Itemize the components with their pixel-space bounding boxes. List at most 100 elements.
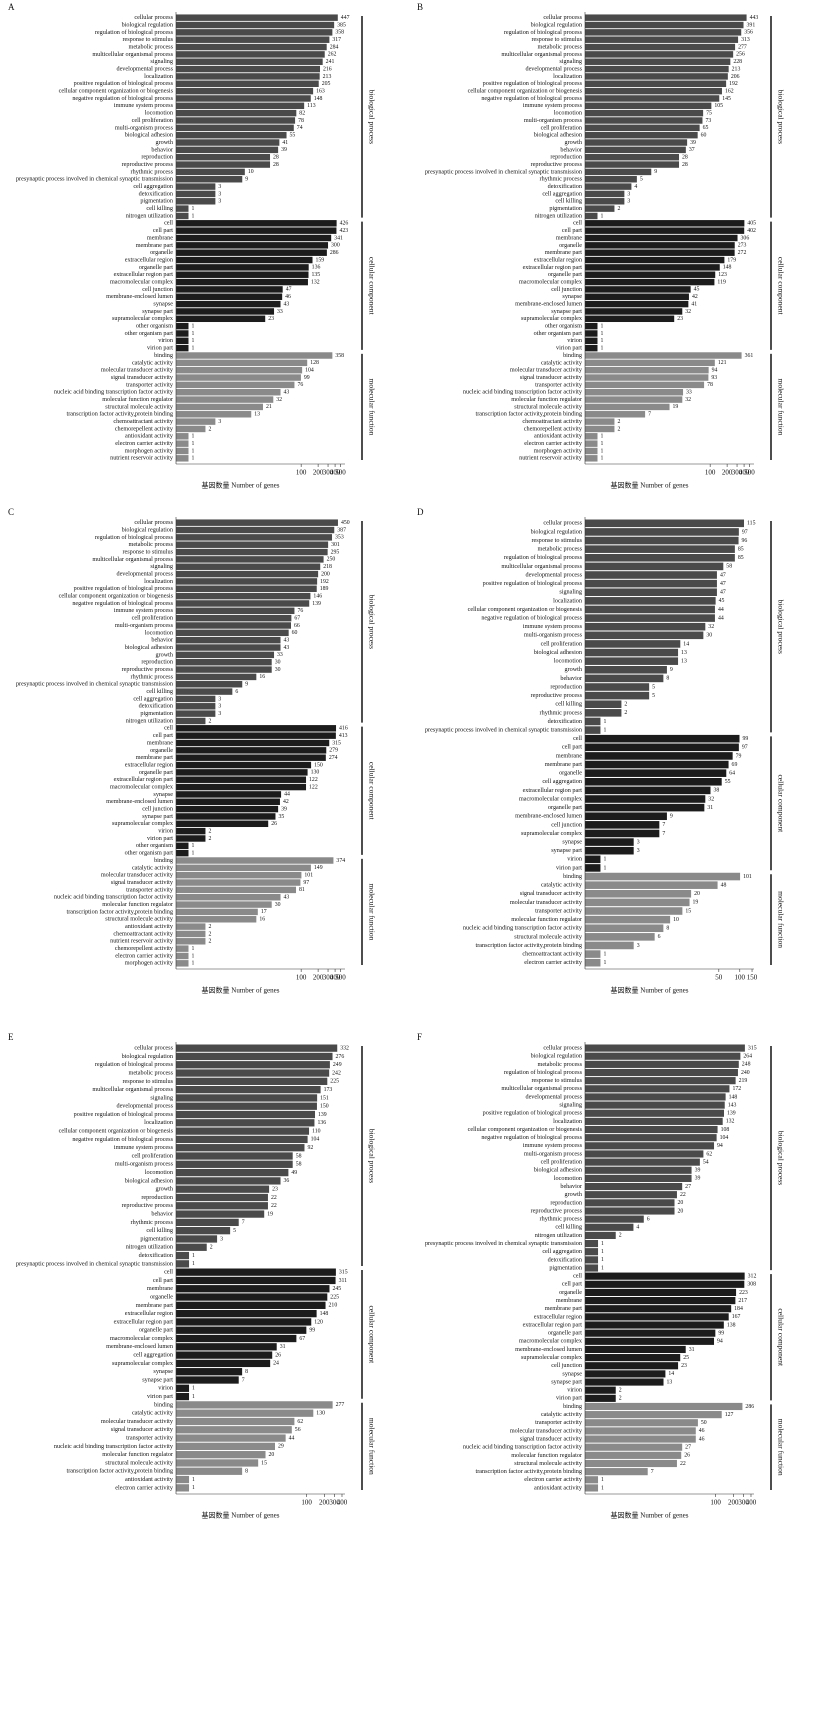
category-label: antioxidant activity — [125, 1476, 174, 1483]
value-label: 3 — [627, 191, 630, 197]
value-label: 9 — [654, 169, 657, 175]
group-label: cellular component — [367, 1306, 376, 1365]
category-label: cell aggregation — [133, 695, 173, 702]
category-label: nutrient reservoir activity — [519, 455, 583, 462]
value-label: 135 — [312, 272, 321, 278]
value-label: 358 — [335, 353, 344, 359]
value-label: 22 — [271, 1195, 277, 1201]
bar — [585, 829, 660, 838]
value-label: 391 — [747, 22, 756, 28]
bar — [585, 161, 680, 168]
category-label: macromolecular complex — [519, 795, 583, 802]
value-label: 358 — [335, 30, 344, 36]
bar — [176, 396, 274, 403]
category-label: locomotion — [554, 110, 582, 117]
value-label: 5 — [652, 684, 655, 690]
category-label: other organism — [136, 323, 173, 330]
category-label: biological regulation — [531, 1053, 582, 1060]
value-label: 264 — [743, 1054, 752, 1060]
value-label: 45 — [694, 287, 700, 293]
value-label: 44 — [284, 792, 290, 798]
category-label: signaling — [559, 589, 582, 596]
category-label: regulation of biological process — [95, 534, 174, 541]
bar — [176, 813, 276, 820]
value-label: 58 — [296, 1153, 302, 1159]
bar — [585, 1117, 723, 1125]
category-label: nitrogen utilization — [126, 212, 173, 219]
bar — [585, 1085, 730, 1093]
category-label: molecular transducer activity — [101, 1418, 174, 1425]
value-label: 23 — [677, 316, 683, 322]
category-label: immune system process — [523, 1142, 583, 1149]
bar — [176, 908, 258, 916]
x-tick-label: 150 — [747, 974, 758, 982]
value-label: 3 — [627, 199, 630, 205]
category-label: extracellular region part — [523, 264, 583, 271]
category-label: antioxidant activity — [534, 433, 583, 440]
bar — [585, 1321, 724, 1329]
bar — [176, 548, 328, 556]
category-label: transcription factor activity,protein bi… — [67, 411, 173, 418]
category-label: synapse part — [142, 308, 173, 315]
category-label: catalytic activity — [541, 882, 583, 889]
bar — [176, 1144, 305, 1152]
value-label: 22 — [271, 1203, 277, 1209]
category-label: structural molecule activity — [105, 1459, 174, 1466]
bar — [585, 528, 739, 536]
category-label: organelle part — [548, 271, 582, 278]
bar — [176, 526, 335, 534]
value-label: 242 — [332, 1070, 341, 1076]
bar — [585, 153, 680, 161]
bar — [176, 585, 317, 593]
category-label: molecular function regulator — [511, 396, 582, 403]
value-label: 1 — [192, 1485, 195, 1491]
category-label: extracellular region part — [523, 787, 583, 794]
value-label: 101 — [304, 873, 313, 879]
category-label: detoxification — [548, 718, 582, 725]
bar — [585, 855, 601, 864]
value-label: 115 — [747, 521, 756, 527]
category-label: locomotion — [554, 658, 582, 665]
bar — [176, 102, 305, 110]
bar — [585, 183, 632, 190]
category-label: localization — [553, 597, 582, 604]
bar — [176, 1185, 270, 1193]
category-label: rhythmic process — [540, 709, 583, 716]
bar — [176, 21, 335, 29]
category-label: cell aggregation — [542, 190, 582, 197]
value-label: 250 — [327, 557, 336, 563]
category-label: cell killing — [555, 701, 582, 708]
category-label: cell junction — [142, 286, 173, 293]
category-label: growth — [155, 1186, 173, 1193]
category-label: virion part — [556, 864, 582, 871]
category-label: synapse — [153, 1368, 173, 1375]
bar — [585, 278, 715, 286]
value-label: 179 — [727, 257, 736, 263]
value-label: 99 — [304, 375, 310, 381]
category-label: biological adhesion — [125, 644, 173, 651]
bar — [176, 212, 189, 220]
value-label: 1 — [191, 961, 194, 967]
bar — [585, 36, 739, 43]
bar — [176, 139, 280, 146]
bar — [585, 1296, 736, 1305]
category-label: signaling — [559, 58, 582, 65]
bar — [176, 176, 243, 183]
bar — [585, 571, 717, 579]
value-label: 1 — [603, 951, 606, 957]
value-label: 1 — [603, 719, 606, 725]
bar — [585, 950, 601, 958]
bar — [585, 388, 684, 396]
bar — [585, 1288, 737, 1297]
value-label: 94 — [717, 1143, 723, 1149]
bar — [176, 1177, 281, 1185]
category-label: virion part — [556, 1395, 582, 1402]
value-label: 450 — [341, 520, 350, 526]
value-label: 62 — [297, 1419, 303, 1425]
bar — [585, 898, 690, 907]
category-label: extracellular region — [534, 1313, 582, 1320]
bar — [585, 838, 634, 846]
bar — [176, 827, 206, 835]
